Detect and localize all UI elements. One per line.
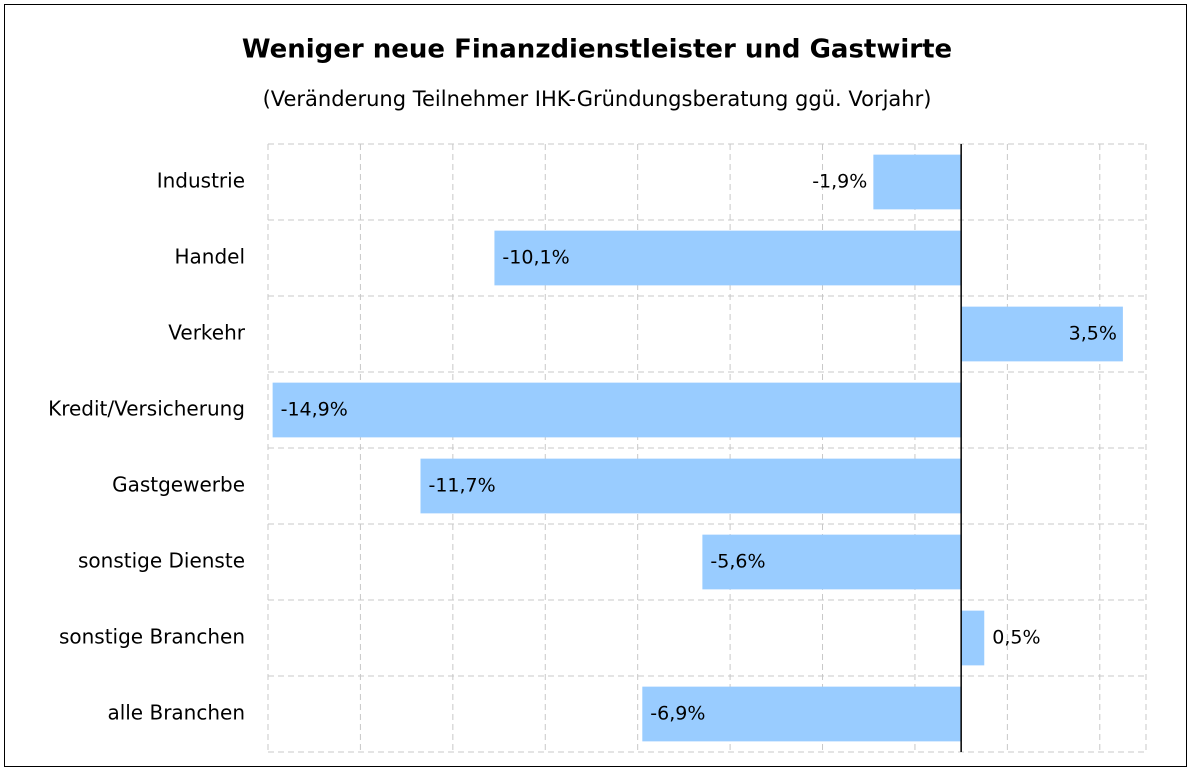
bar <box>961 610 985 666</box>
value-label: -10,1% <box>502 247 569 269</box>
y-tick-label: sonstige Branchen <box>59 625 245 649</box>
y-tick-label: Industrie <box>157 169 245 193</box>
chart-subtitle: (Veränderung Teilnehmer IHK-Gründungsber… <box>263 87 932 111</box>
bar <box>494 230 962 286</box>
bar <box>642 686 962 742</box>
value-label: -14,9% <box>281 399 348 421</box>
y-tick-label: sonstige Dienste <box>78 549 245 573</box>
y-tick-label: alle Branchen <box>107 701 245 725</box>
chart-title: Weniger neue Finanzdienstleister und Gas… <box>242 35 952 65</box>
bar <box>961 306 1123 362</box>
value-label: -1,9% <box>812 171 867 193</box>
bar <box>420 458 962 514</box>
bar <box>873 154 962 210</box>
value-label: -5,6% <box>710 551 765 573</box>
y-tick-label: Handel <box>174 245 245 269</box>
value-label: 3,5% <box>1069 323 1117 345</box>
value-label: 0,5% <box>992 627 1040 649</box>
value-label: -6,9% <box>650 703 705 725</box>
bar <box>702 534 962 590</box>
value-label: -11,7% <box>428 475 495 497</box>
y-tick-label: Gastgewerbe <box>112 473 245 497</box>
bar <box>272 382 962 438</box>
y-tick-label: Kredit/Versicherung <box>48 397 245 421</box>
y-tick-label: Verkehr <box>168 321 246 345</box>
